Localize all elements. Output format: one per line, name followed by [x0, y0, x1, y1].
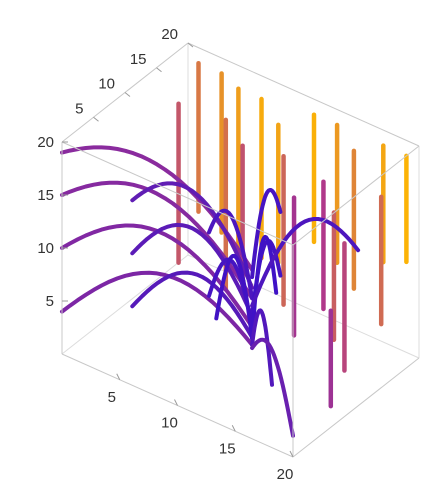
- stream-arc: [250, 308, 274, 387]
- x-axis-tick: [231, 425, 236, 432]
- stream-arc: [250, 217, 361, 308]
- box-edge: [292, 145, 420, 246]
- x-tick-label: 10: [161, 415, 178, 432]
- y-tick-label: 5: [75, 100, 83, 117]
- y-axis-tick: [156, 67, 162, 73]
- box-edge: [61, 141, 294, 246]
- y-tick-label: 15: [130, 51, 147, 68]
- x-tick-label: 15: [219, 440, 236, 457]
- box-edge: [292, 357, 420, 458]
- stream-arc: [130, 222, 255, 319]
- x-axis-tick: [174, 399, 178, 406]
- y-tick-label: 10: [98, 76, 115, 93]
- stream-lines: [60, 60, 409, 438]
- box-edge: [187, 42, 420, 147]
- y-tick-label: 20: [161, 26, 178, 43]
- stream-arc: [60, 180, 255, 301]
- stream-arc: [207, 208, 255, 301]
- y-axis-tick: [93, 116, 99, 122]
- box-edge: [187, 254, 420, 359]
- stream-arc: [60, 270, 255, 347]
- axis-ticks: 5 10 15 20 5 10 15 20 5 10 15 20: [37, 26, 294, 482]
- stream-arc: [130, 181, 255, 290]
- y-axis-tick: [124, 92, 131, 97]
- stream-arc: [130, 270, 255, 340]
- x-axis-tick: [116, 373, 121, 380]
- y-axis-tick: [187, 42, 194, 48]
- z-tick-label: 20: [37, 134, 54, 151]
- x-tick-label: 20: [277, 466, 294, 482]
- stream-arc: [214, 253, 255, 341]
- z-tick-label: 5: [46, 293, 54, 310]
- x-tick-label: 5: [108, 389, 116, 406]
- box-edge: [61, 254, 189, 355]
- z-tick-label: 15: [37, 187, 54, 204]
- stream-arc: [250, 188, 283, 280]
- stream-arc: [250, 337, 295, 438]
- x-axis-tick: [289, 450, 294, 458]
- z-tick-label: 10: [37, 240, 54, 257]
